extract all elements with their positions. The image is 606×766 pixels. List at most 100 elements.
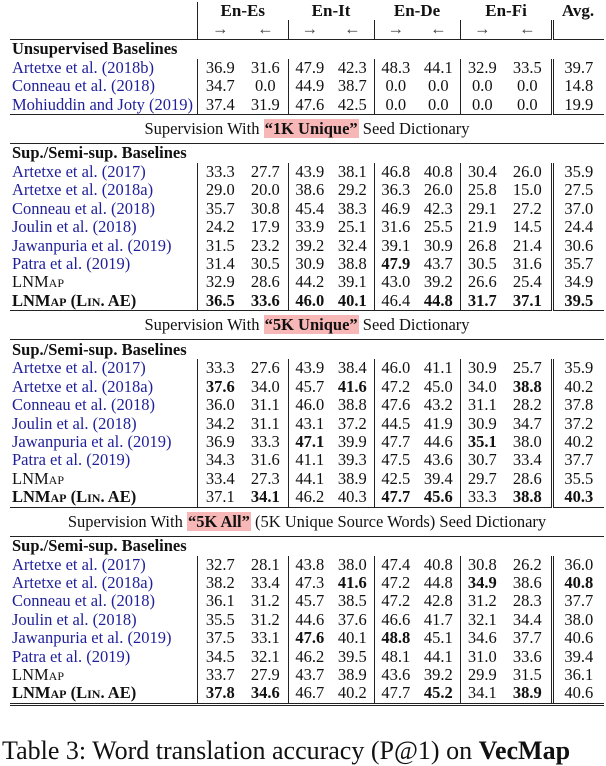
header-row: En-Es En-It En-De En-Fi Avg.	[10, 1, 604, 21]
value-cell: 31.2	[250, 591, 280, 611]
method-name[interactable]: Artetxe et al. (2018a)	[12, 376, 154, 396]
value-cell: 37.1	[504, 291, 553, 312]
method-name[interactable]: Artetxe et al. (2018a)	[12, 180, 154, 200]
value-cell: 40.1	[337, 628, 367, 648]
method-name[interactable]: Artetxe et al. (2017)	[12, 162, 146, 182]
table-row: Artetxe et al. (2017) 33.3 27.6 43.9 38.4 46.…	[10, 358, 605, 378]
value-cell: 42.3	[423, 198, 453, 218]
method-name[interactable]: Conneau et al. (2018)	[12, 76, 155, 96]
value-cell: 44.8	[423, 572, 453, 592]
method-name[interactable]: Patra et al. (2019)	[12, 646, 131, 666]
table-row: LNMap 33.7 27.9 43.7 38.9 43.6 39.2 29.9 31.5 36.…	[10, 664, 605, 685]
avg-cell: 24.4	[550, 217, 605, 237]
value-cell: 38.8	[512, 376, 542, 396]
value-cell: 48.3	[373, 58, 418, 78]
value-cell: 42.3	[337, 57, 367, 77]
arrow-left-icon: ←	[417, 20, 461, 40]
value-cell: 31.4	[196, 254, 243, 274]
method-name[interactable]: Jawanpuria et al. (2019)	[12, 628, 172, 648]
value-cell: 37.4	[196, 95, 243, 116]
value-cell: 29.7	[459, 469, 505, 489]
value-cell: 32.4	[337, 235, 367, 255]
method-name[interactable]: Artetxe et al. (2018b)	[12, 57, 155, 77]
method-name[interactable]: Artetxe et al. (2018a)	[12, 572, 154, 592]
value-cell: 39.1	[373, 236, 418, 256]
value-cell: 41.1	[287, 450, 332, 470]
value-cell: 14.5	[512, 217, 542, 237]
value-cell: 38.9	[337, 664, 367, 684]
value-cell: 30.4	[459, 162, 505, 182]
value-cell: 47.2	[373, 377, 418, 397]
method-name[interactable]: Artetxe et al. (2017)	[12, 554, 146, 574]
value-cell: 46.0	[287, 291, 332, 312]
banner-suffix: (5K Unique Source Words) Seed Dictionary	[250, 511, 547, 531]
value-cell: 45.6	[417, 487, 461, 508]
value-cell: 34.2	[196, 414, 243, 433]
method-name[interactable]: Artetxe et al. (2017)	[12, 358, 146, 378]
value-cell: 29.9	[459, 665, 505, 685]
value-cell: 31.6	[373, 217, 418, 237]
table-row: Artetxe et al. (2017) 33.3 27.7 43.9 38.1 46.…	[10, 162, 605, 182]
method-name: LNMap	[12, 468, 65, 488]
value-cell: 34.3	[196, 450, 243, 470]
table-row: Jawanpuria et al. (2019) 31.5 23.2 39.2 32.4…	[10, 235, 605, 256]
table-row: Joulin et al. (2018) 24.2 17.9 33.9 25.1 31.6…	[10, 217, 605, 237]
value-cell: 30.9	[423, 235, 453, 255]
value-cell: 32.9	[459, 58, 505, 78]
method-name: LNMap (Lin. AE)	[10, 291, 197, 312]
avg-cell: 35.9	[550, 162, 605, 182]
method-name[interactable]: Conneau et al. (2018)	[12, 395, 155, 415]
method-name[interactable]: Conneau et al. (2018)	[12, 198, 155, 218]
method-name[interactable]: Jawanpuria et al. (2019)	[12, 235, 172, 255]
value-cell: 26.0	[423, 180, 453, 200]
value-cell: 46.0	[287, 395, 332, 415]
value-cell: 40.2	[331, 684, 375, 706]
value-cell: 34.6	[459, 628, 505, 648]
method-name: LNMap	[12, 664, 65, 684]
value-cell: 25.1	[337, 217, 367, 237]
arrow-right-icon: →	[459, 20, 505, 40]
avg-cell: 34.9	[550, 273, 605, 292]
value-cell: 41.6	[337, 572, 367, 592]
value-cell: 27.3	[250, 468, 280, 488]
method-name[interactable]: Jawanpuria et al. (2019)	[12, 431, 172, 451]
method-name[interactable]: Joulin et al. (2018)	[12, 609, 137, 629]
value-cell: 34.1	[459, 684, 505, 706]
value-cell: 38.2	[196, 573, 243, 593]
avg-cell: 37.7	[550, 450, 605, 470]
value-cell: 31.0	[459, 647, 505, 666]
arrow-left-icon: ←	[243, 20, 289, 40]
method-name[interactable]: Patra et al. (2019)	[12, 254, 131, 274]
banner-prefix: Supervision With	[67, 511, 187, 531]
column-header-en-es: En-Es	[196, 1, 289, 21]
value-cell: 43.2	[423, 395, 453, 415]
method-name[interactable]: Joulin et al. (2018)	[12, 413, 137, 433]
value-cell: 35.5	[196, 610, 243, 630]
value-cell: 34.7	[196, 76, 243, 96]
value-cell: 43.8	[287, 555, 332, 574]
value-cell: 46.2	[287, 647, 332, 666]
value-cell: 23.2	[250, 235, 280, 255]
value-cell: 38.0	[512, 431, 542, 451]
value-cell: 40.8	[423, 554, 453, 574]
value-cell: 33.3	[196, 162, 243, 182]
value-cell: 33.4	[196, 469, 243, 489]
table-row: Conneau et al. (2018) 36.1 31.2 45.7 38.5 47.…	[10, 591, 605, 611]
value-cell: 24.2	[196, 217, 243, 237]
table-row: Artetxe et al. (2018a) 29.0 20.0 38.6 29.2 36…	[10, 180, 605, 200]
method-name[interactable]: Patra et al. (2019)	[12, 450, 131, 470]
arrow-right-icon: →	[287, 20, 332, 40]
value-cell: 27.9	[250, 664, 280, 684]
value-cell: 38.4	[337, 358, 367, 378]
value-cell: 39.2	[423, 272, 453, 292]
method-name[interactable]: Conneau et al. (2018)	[12, 591, 155, 611]
method-name[interactable]: Mohiuddin and Joty (2019)	[10, 95, 197, 116]
method-name[interactable]: Joulin et al. (2018)	[12, 217, 137, 237]
value-cell: 38.8	[337, 254, 367, 274]
value-cell: 43.6	[373, 665, 418, 685]
value-cell: 34.9	[459, 573, 505, 593]
banner-prefix: Supervision With	[144, 315, 264, 335]
value-cell: 33.6	[512, 646, 542, 666]
section-title-row: Sup./Semi-sup. Baselines	[10, 340, 604, 360]
value-cell: 41.6	[337, 376, 367, 396]
